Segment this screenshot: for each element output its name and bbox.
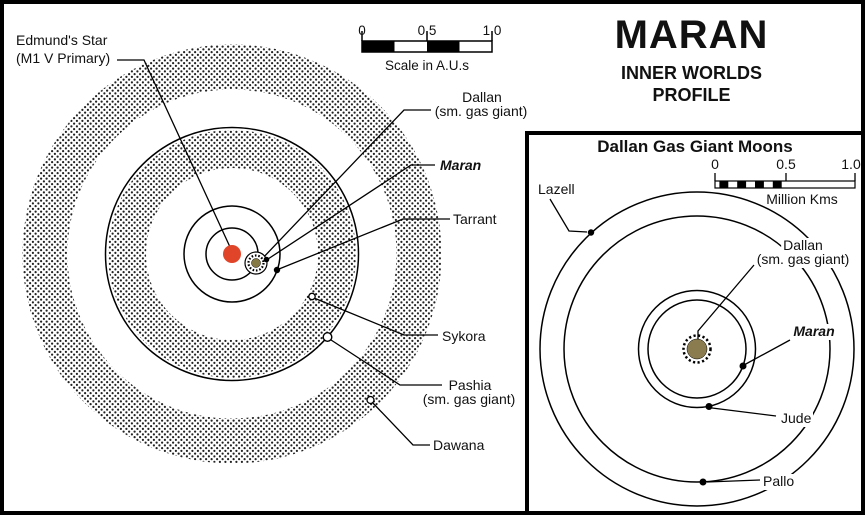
- km-scale-frame: [714, 180, 856, 189]
- tarrant-orbit: [183, 205, 281, 303]
- pallo-orbit: [563, 215, 831, 483]
- sykora-leader: [313, 297, 438, 336]
- au-scale-seg1: [362, 41, 395, 52]
- inset-dallan-stipple-ring: [682, 334, 712, 364]
- km-tick-label-0: 0: [711, 156, 719, 172]
- pashia-label-line1: Pashia: [448, 377, 492, 393]
- inset-orbit-map: [539, 173, 856, 507]
- edmunds-star-leader: [117, 59, 231, 248]
- inset-dallan-planet-dot: [686, 338, 708, 360]
- inset-dallan-leader: [697, 264, 755, 341]
- inset-maran-label: Maran: [791, 323, 837, 340]
- km-scale-bar: [714, 173, 856, 189]
- main-orbit-map: [22, 31, 493, 464]
- lazell-label: Lazell: [538, 181, 575, 197]
- km-seg1: [719, 181, 729, 188]
- sykora-label: Sykora: [442, 328, 486, 344]
- km-seg3: [755, 181, 764, 188]
- sykora-dot: [308, 292, 316, 301]
- edmunds-star-dot: [223, 245, 241, 263]
- dallan-planet-dot: [251, 258, 261, 268]
- jude-dot: [705, 403, 713, 410]
- title-block: MARAN INNER WORLDS PROFILE: [564, 14, 819, 106]
- dallan-label-line1: Dallan: [462, 89, 502, 105]
- pallo-dot: [699, 478, 707, 486]
- pallo-leader: [706, 479, 761, 483]
- inset-leader-lines: [549, 198, 791, 483]
- inset-title: Dallan Gas Giant Moons: [597, 137, 793, 156]
- page-subtitle-line2: PROFILE: [652, 84, 731, 105]
- maran-label: Maran: [440, 157, 482, 173]
- au-scale-tick-label-0: 0: [358, 23, 366, 38]
- au-scale-tick-label-05: 0.5: [417, 23, 437, 38]
- jude-label: Jude: [779, 410, 814, 427]
- maran-moon-dot: [263, 256, 270, 263]
- km-tick-label-05: 0.5: [776, 156, 796, 172]
- lazell-orbit: [539, 191, 855, 507]
- maran-orbit: [647, 299, 747, 399]
- pallo-label: Pallo: [761, 473, 797, 490]
- jude-orbit: [637, 289, 757, 409]
- inset-maran-leader: [743, 339, 791, 366]
- inset-dallan-label-line2: (sm. gas giant): [754, 251, 852, 268]
- au-scale-caption: Scale in A.U.s: [384, 58, 470, 73]
- tarrant-leader: [278, 218, 450, 270]
- tarrant-label: Tarrant: [453, 211, 497, 227]
- lazell-leader: [549, 198, 588, 233]
- dawana-dot: [366, 395, 375, 405]
- pashia-orbit: [104, 126, 360, 382]
- km-tick-label-10: 1.0: [841, 156, 861, 172]
- pashia-label-line2: (sm. gas giant): [422, 391, 516, 407]
- au-scale-bar: [361, 31, 493, 53]
- pashia-leader: [327, 337, 442, 386]
- tarrant-dot: [273, 266, 281, 274]
- inset-maran-dot: [739, 362, 747, 370]
- au-scale-tick-label-10: 1.0: [482, 23, 502, 38]
- dallan-label-line2: (sm. gas giant): [434, 103, 528, 119]
- km-seg2: [737, 181, 747, 188]
- page-subtitle-line1: INNER WORLDS: [621, 63, 762, 83]
- pashia-dot: [322, 332, 333, 343]
- main-leader-lines: [117, 59, 450, 446]
- lazell-dot: [587, 229, 595, 236]
- page-title: MARAN: [614, 13, 769, 57]
- dallan-leader: [259, 109, 431, 262]
- dallan-ring-stipple: [247, 254, 265, 272]
- jude-leader: [711, 407, 777, 417]
- km-seg4: [772, 181, 782, 188]
- inset-dallan-label-line1: Dallan: [781, 237, 825, 254]
- dawana-label: Dawana: [433, 437, 485, 453]
- maran-leader: [267, 164, 435, 260]
- km-scale-caption: Million Kms: [766, 191, 838, 207]
- sykora-belt: [108, 130, 356, 378]
- dawana-leader: [370, 400, 430, 446]
- edmunds-star-label-line1: Edmund's Star: [16, 32, 108, 48]
- dallan-moons-inset-panel: Dallan Gas Giant Moons 0 0.5 1.0 Million…: [525, 131, 861, 511]
- edmunds-star-label-line2: (M1 V Primary): [16, 50, 111, 66]
- au-scale-seg2: [427, 41, 460, 52]
- dawana-belt: [22, 44, 442, 464]
